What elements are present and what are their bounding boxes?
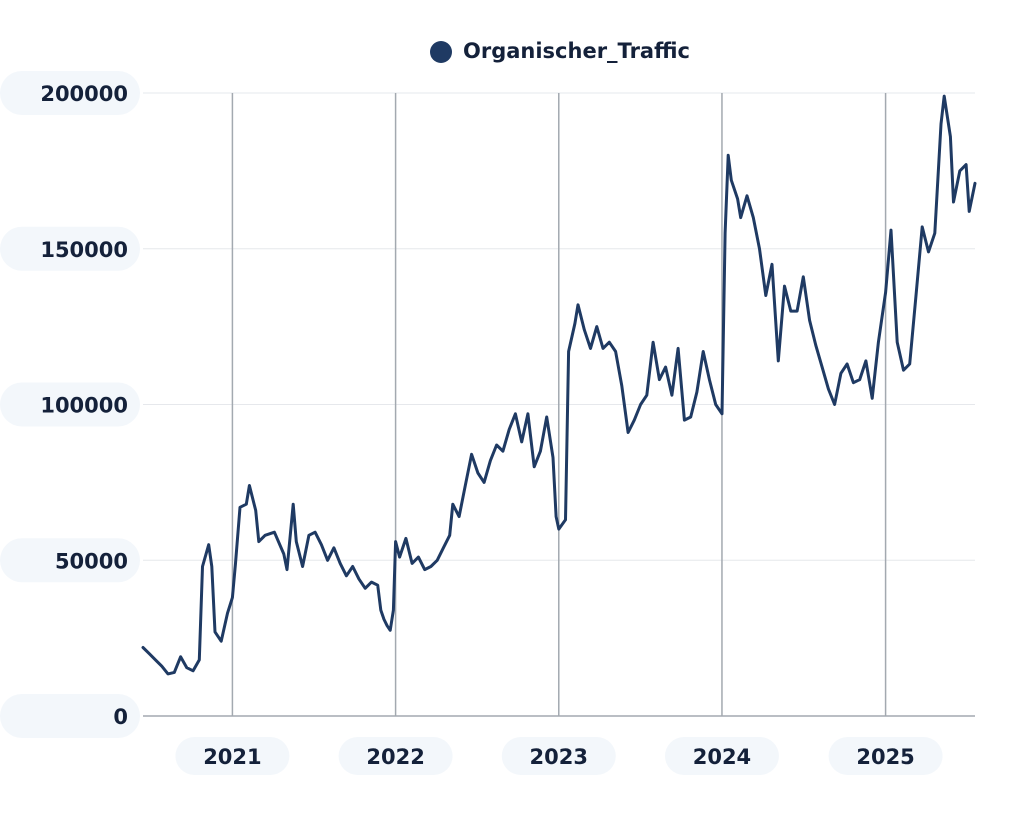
y-tick-label-bg — [0, 538, 140, 583]
y-tick-label: 100000 — [40, 394, 128, 418]
y-tick-label: 50000 — [55, 549, 128, 573]
y-tick-label: 0 — [113, 705, 128, 729]
y-tick-label-bg — [0, 226, 140, 271]
y-axis-tick-labels: 0 50000 100000 150000 200000 — [0, 71, 140, 738]
x-tick-label: 2025 — [856, 745, 914, 769]
x-tick-label: 2023 — [530, 745, 588, 769]
x-tick-label: 2024 — [693, 745, 751, 769]
y-tick-label-bg — [0, 382, 140, 427]
x-tick-label: 2022 — [366, 745, 424, 769]
grid-lines — [143, 92, 975, 716]
series-line-organischer-traffic — [141, 94, 977, 676]
x-tick-label-bg — [664, 737, 779, 775]
legend-label: Organischer_Traffic — [463, 39, 690, 63]
x-tick-label-bg — [501, 737, 616, 775]
x-tick-label: 2021 — [203, 745, 261, 769]
x-tick-label-bg — [338, 737, 453, 775]
y-tick-label-bg — [0, 694, 140, 738]
x-axis-tick-labels: 2021 2022 2023 2024 2025 — [175, 737, 943, 775]
legend-swatch-icon — [430, 41, 452, 63]
y-tick-label: 200000 — [40, 82, 128, 106]
x-tick-label-bg — [828, 737, 943, 775]
y-tick-label-bg — [0, 71, 140, 115]
chart-legend: Organischer_Traffic — [430, 39, 690, 63]
y-tick-label: 150000 — [40, 238, 128, 262]
x-tick-label-bg — [175, 737, 290, 775]
